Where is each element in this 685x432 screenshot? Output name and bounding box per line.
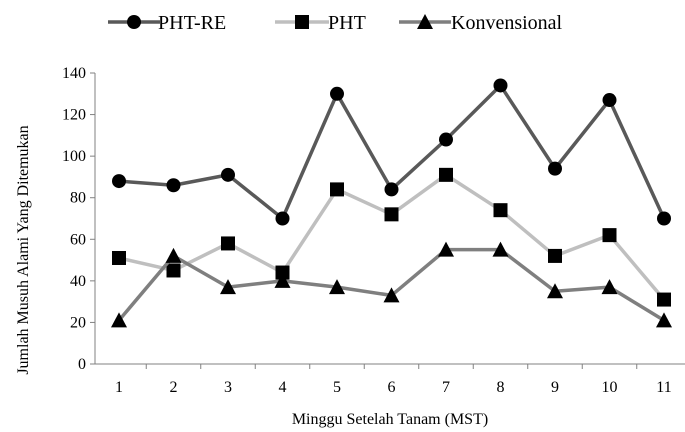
data-point-konvensional: [547, 283, 563, 299]
data-point-pht-re: [384, 182, 399, 197]
data-point-pht-re: [112, 174, 126, 189]
x-tick-label: 6: [388, 379, 396, 396]
x-tick-label: 9: [551, 379, 559, 396]
legend-label: PHT-RE: [158, 12, 226, 34]
legend-swatch-marker: [417, 14, 433, 29]
x-tick-label: 10: [602, 379, 618, 396]
data-point-pht: [166, 263, 181, 278]
data-point-pht: [221, 236, 235, 251]
y-tick-label: 120: [62, 107, 86, 124]
legend-item-konvensional: Konvensional: [399, 12, 563, 34]
data-point-pht: [112, 250, 126, 265]
data-point-pht-re: [166, 178, 181, 193]
x-tick-label: 5: [333, 379, 341, 396]
x-tick-label: 1: [115, 379, 123, 396]
data-point-pht: [439, 167, 453, 182]
y-tick-label: 0: [78, 356, 86, 373]
legend-item-pht-re: PHT-RE: [108, 12, 226, 34]
legend-item-pht: PHT: [275, 12, 366, 34]
data-point-konvensional: [656, 312, 672, 328]
series-konvensional: [111, 241, 672, 328]
data-point-konvensional: [329, 279, 345, 295]
data-point-pht: [330, 182, 344, 197]
data-point-pht-re: [602, 93, 617, 108]
legend-label: PHT: [328, 12, 366, 34]
data-point-konvensional: [274, 272, 291, 288]
chart-legend: PHT-RE PHT Konvensional: [108, 12, 563, 34]
data-point-pht-re: [275, 211, 290, 226]
y-tick-label: 140: [62, 65, 86, 82]
y-tick-label: 20: [70, 314, 86, 331]
data-point-konvensional: [601, 279, 618, 295]
data-point-pht: [493, 203, 508, 218]
y-axis-title: Jumlah Musuh Alami Yang Ditemukan: [15, 125, 32, 374]
data-point-konvensional: [492, 241, 509, 257]
data-point-konvensional: [111, 312, 127, 328]
data-point-konvensional: [438, 241, 454, 257]
y-tick-label: 60: [70, 231, 86, 248]
data-point-konvensional: [383, 287, 400, 303]
x-tick-label: 7: [442, 379, 450, 396]
data-point-pht: [548, 248, 562, 263]
series-line-konvensional: [117, 247, 665, 322]
x-tick-label: 4: [279, 379, 287, 396]
data-point-pht-re: [221, 167, 235, 182]
legend-swatch-marker: [295, 15, 309, 29]
series-pht-re: [112, 78, 671, 226]
data-point-pht-re: [657, 211, 671, 226]
series-pht: [112, 167, 671, 307]
x-axis-title: Minggu Setelah Tanam (MST): [292, 411, 488, 428]
data-point-pht-re: [330, 86, 344, 101]
x-tick-label: 3: [224, 379, 232, 396]
chart-axes: 0 20 40 60 80 100 120 140 1 2 3 4 5 6 7 8 9 10 11: [62, 65, 685, 396]
data-point-konvensional: [165, 247, 182, 263]
data-point-pht: [275, 265, 290, 280]
data-point-pht: [657, 292, 671, 307]
x-axis-ticks: 1 2 3 4 5 6 7 8 9 10 11: [115, 364, 672, 396]
data-point-pht: [384, 207, 399, 222]
y-axis-ticks: 0 20 40 60 80 100 120 140: [62, 65, 95, 373]
legend-label: Konvensional: [451, 12, 563, 34]
data-point-pht-re: [439, 132, 453, 147]
data-point-pht-re: [493, 78, 508, 93]
data-point-konvensional: [220, 279, 236, 295]
legend-swatch-marker: [127, 15, 141, 29]
y-tick-label: 80: [70, 190, 86, 207]
series-layer: [111, 78, 672, 328]
series-line-pht-re: [118, 83, 666, 221]
x-tick-label: 2: [170, 379, 178, 396]
x-tick-label: 11: [656, 379, 671, 396]
x-tick-label: 8: [497, 379, 505, 396]
data-point-pht-re: [548, 161, 562, 176]
y-tick-label: 40: [70, 273, 86, 290]
y-tick-label: 100: [62, 148, 86, 165]
data-point-pht: [602, 228, 617, 243]
